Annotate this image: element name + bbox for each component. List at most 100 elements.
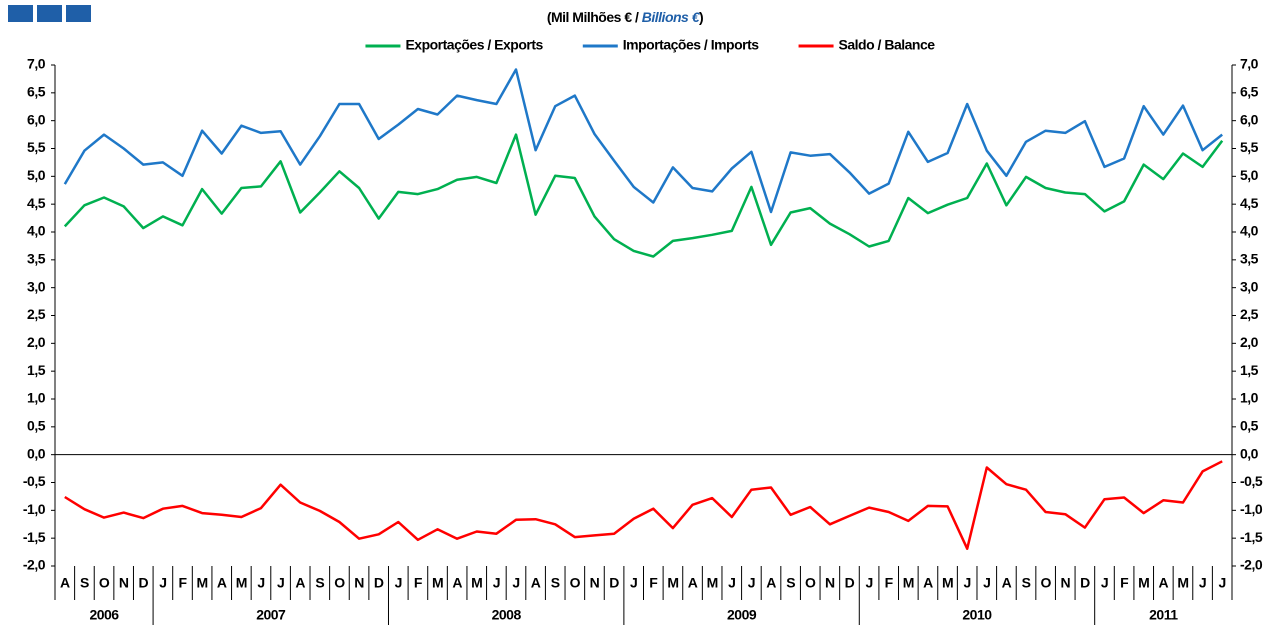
y2-tick-label: 3,0 xyxy=(1240,278,1259,294)
x-tick-label: S xyxy=(786,575,795,591)
y2-tick-label: -1,0 xyxy=(1240,501,1263,517)
x-tick-label: A xyxy=(60,575,70,591)
x-tick-label: J xyxy=(865,575,872,591)
x-tick-label: N xyxy=(354,575,364,591)
y-tick-label: 4,0 xyxy=(27,223,46,239)
y-tick-label: 3,0 xyxy=(27,278,46,294)
year-label: 2010 xyxy=(962,607,992,623)
x-tick-label: D xyxy=(138,575,148,591)
x-tick-label: M xyxy=(471,575,482,591)
y2-tick-label: -1,5 xyxy=(1240,529,1263,545)
year-label: 2008 xyxy=(492,607,522,623)
y-tick-label: -0,5 xyxy=(23,473,46,489)
x-tick-label: F xyxy=(178,575,187,591)
y2-tick-label: -2,0 xyxy=(1240,557,1263,573)
x-tick-label: M xyxy=(236,575,247,591)
y2-tick-label: 4,0 xyxy=(1240,223,1259,239)
x-tick-label: A xyxy=(923,575,933,591)
y2-tick-label: 5,5 xyxy=(1240,139,1259,155)
y-tick-label: 2,0 xyxy=(27,334,46,350)
x-tick-label: N xyxy=(825,575,835,591)
x-tick-label: D xyxy=(374,575,384,591)
x-tick-label: O xyxy=(1040,575,1051,591)
x-tick-label: O xyxy=(99,575,110,591)
x-tick-label: J xyxy=(1199,575,1206,591)
year-label: 2009 xyxy=(727,607,757,623)
y2-tick-label: 4,5 xyxy=(1240,195,1259,211)
y-tick-label: 5,5 xyxy=(27,139,46,155)
x-tick-label: M xyxy=(667,575,678,591)
x-tick-label: O xyxy=(570,575,581,591)
x-tick-label: O xyxy=(334,575,345,591)
legend-label: Exportações / Exports xyxy=(405,37,543,53)
x-tick-label: M xyxy=(197,575,208,591)
title-emphasis: Billions € xyxy=(642,9,701,25)
x-tick-label: F xyxy=(649,575,658,591)
y-tick-label: -1,5 xyxy=(23,529,46,545)
x-tick-label: F xyxy=(414,575,423,591)
y-tick-label: 3,5 xyxy=(27,251,46,267)
x-tick-label: S xyxy=(1022,575,1031,591)
x-tick-label: M xyxy=(1177,575,1188,591)
logo-block xyxy=(66,5,91,22)
x-tick-label: A xyxy=(688,575,698,591)
y2-tick-label: 6,0 xyxy=(1240,111,1259,127)
chart-title: (Mil Milhões € / Billions €) xyxy=(547,9,703,25)
y2-tick-label: 3,5 xyxy=(1240,251,1259,267)
x-tick-label: D xyxy=(1080,575,1090,591)
x-tick-label: J xyxy=(159,575,166,591)
y-tick-label: 6,5 xyxy=(27,84,46,100)
x-tick-label: J xyxy=(630,575,637,591)
x-tick-label: J xyxy=(983,575,990,591)
x-tick-label: F xyxy=(885,575,894,591)
y-tick-label: 0,0 xyxy=(27,445,46,461)
y2-tick-label: 6,5 xyxy=(1240,84,1259,100)
y2-tick-label: -0,5 xyxy=(1240,473,1263,489)
x-tick-label: N xyxy=(590,575,600,591)
series-line xyxy=(64,460,1223,550)
legend-label: Saldo / Balance xyxy=(839,37,936,53)
y-tick-label: 6,0 xyxy=(27,111,46,127)
x-tick-label: S xyxy=(551,575,560,591)
x-tick-label: S xyxy=(315,575,324,591)
x-tick-label: J xyxy=(964,575,971,591)
legend-label: Importações / Imports xyxy=(623,37,759,53)
year-label: 2006 xyxy=(89,607,119,623)
y-tick-label: 7,0 xyxy=(27,56,46,72)
y2-tick-label: 0,0 xyxy=(1240,445,1259,461)
logo-block xyxy=(37,5,62,22)
x-tick-label: M xyxy=(942,575,953,591)
x-tick-label: M xyxy=(707,575,718,591)
y-tick-label: 5,0 xyxy=(27,167,46,183)
x-tick-label: J xyxy=(493,575,500,591)
y2-tick-label: 1,0 xyxy=(1240,390,1259,406)
y2-tick-label: 2,0 xyxy=(1240,334,1259,350)
title-prefix: (Mil Milhões € / xyxy=(547,9,642,25)
y-tick-label: 4,5 xyxy=(27,195,46,211)
x-tick-label: A xyxy=(295,575,305,591)
y-tick-label: 2,5 xyxy=(27,306,46,322)
series-line xyxy=(63,133,1224,258)
x-tick-label: J xyxy=(277,575,284,591)
x-tick-label: D xyxy=(609,575,619,591)
title-suffix: ) xyxy=(699,9,703,25)
x-tick-label: D xyxy=(845,575,855,591)
x-tick-label: J xyxy=(395,575,402,591)
x-tick-label: M xyxy=(432,575,443,591)
x-tick-label: J xyxy=(512,575,519,591)
x-tick-label: A xyxy=(217,575,227,591)
year-label: 2011 xyxy=(1149,607,1178,623)
x-tick-label: F xyxy=(1120,575,1129,591)
x-tick-label: J xyxy=(748,575,755,591)
x-tick-label: O xyxy=(805,575,816,591)
x-tick-label: A xyxy=(452,575,462,591)
x-tick-label: J xyxy=(257,575,264,591)
x-tick-label: J xyxy=(1101,575,1108,591)
x-tick-label: A xyxy=(1159,575,1169,591)
logo-block xyxy=(8,5,33,22)
x-tick-label: A xyxy=(1002,575,1012,591)
y2-tick-label: 5,0 xyxy=(1240,167,1259,183)
x-tick-label: M xyxy=(1138,575,1149,591)
year-label: 2007 xyxy=(256,607,286,623)
